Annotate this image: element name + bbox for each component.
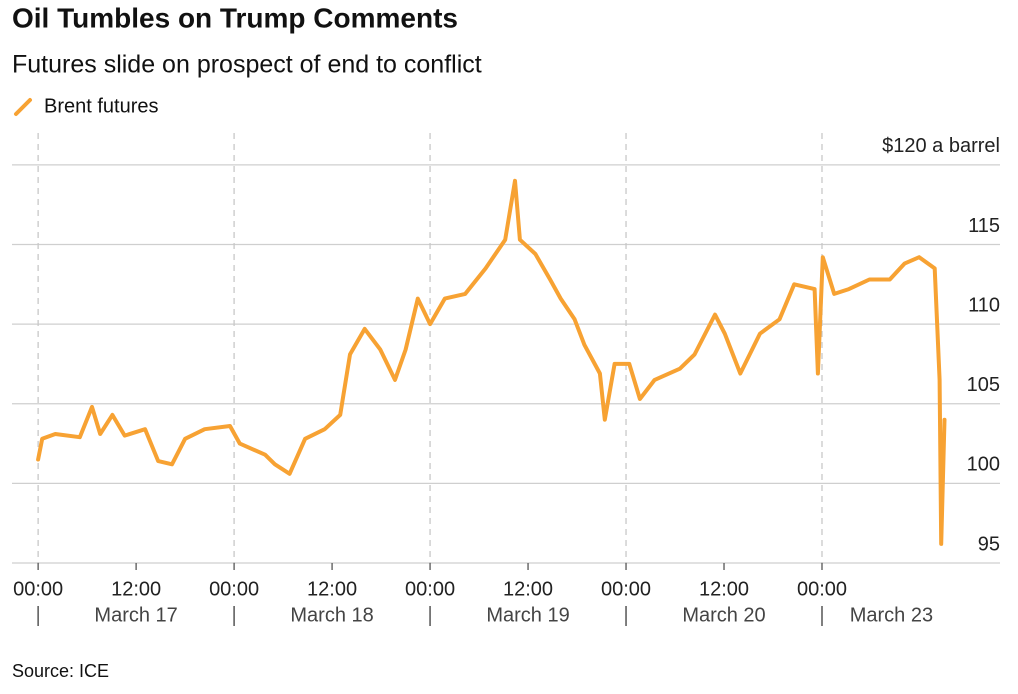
chart-subtitle: Futures slide on prospect of end to conf… xyxy=(12,51,482,79)
y-tick-label: 105 xyxy=(967,374,1000,396)
x-tick-label: 00:00 xyxy=(13,578,63,600)
day-label: March 19 xyxy=(486,604,569,626)
day-label: March 18 xyxy=(290,604,373,626)
x-tick-label: 12:00 xyxy=(699,578,749,600)
x-tick-label: 12:00 xyxy=(503,578,553,600)
legend-label: Brent futures xyxy=(44,95,159,117)
day-label: March 17 xyxy=(94,604,177,626)
day-label: March 23 xyxy=(850,604,933,626)
chart-title: Oil Tumbles on Trump Comments xyxy=(12,2,458,33)
day-label: March 20 xyxy=(682,604,765,626)
legend-swatch xyxy=(14,98,32,116)
price-line xyxy=(36,178,947,546)
y-tick-label: 100 xyxy=(967,454,1000,476)
x-tick-label: 00:00 xyxy=(601,578,651,600)
x-tick-label: 00:00 xyxy=(405,578,455,600)
x-tick-label: 12:00 xyxy=(111,578,161,600)
source: Source: ICE xyxy=(12,661,109,681)
x-tick-label: 00:00 xyxy=(209,578,259,600)
y-tick-label: 110 xyxy=(968,294,1000,316)
x-tick-label: 12:00 xyxy=(307,578,357,600)
y-tick-label: 115 xyxy=(968,215,1000,237)
x-tick-label: 00:00 xyxy=(797,578,847,600)
y-tick-label: $120 a barrel xyxy=(882,135,1000,157)
y-tick-label: 95 xyxy=(978,533,1000,555)
